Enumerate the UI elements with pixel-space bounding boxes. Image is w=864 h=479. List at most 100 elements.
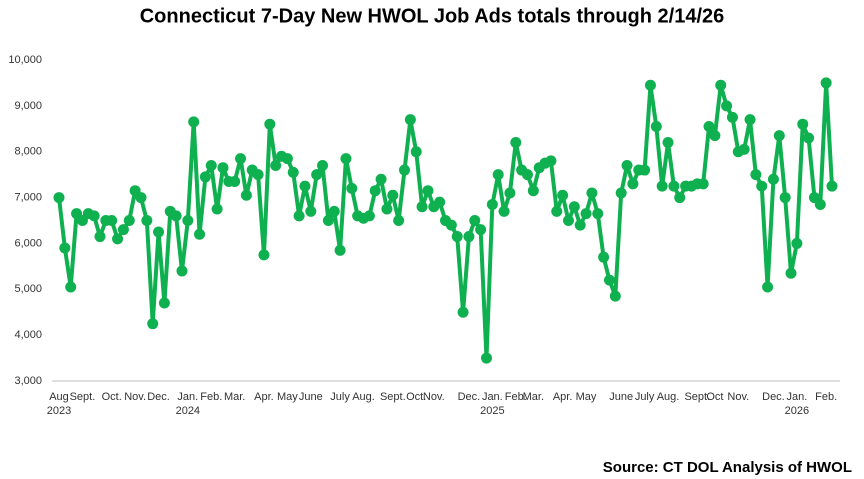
y-tick-label: 7,000 [14,191,42,203]
data-point [147,318,159,330]
data-point [803,132,815,144]
data-point [627,178,639,190]
x-tick-label: Dec. [147,391,170,403]
x-year-label: 2026 [785,405,809,417]
data-point [709,130,721,142]
x-tick-label: Oct [706,391,723,403]
data-point [334,244,346,256]
data-point [328,205,340,217]
data-point [527,185,539,197]
data-point [644,79,656,91]
data-point [404,114,416,126]
data-point [59,242,71,254]
data-point [703,120,715,132]
data-point [767,173,779,185]
data-point [375,173,387,185]
data-point [270,159,282,171]
data-point [557,189,569,201]
x-tick-label: Apr. [553,391,573,403]
y-tick-label: 9,000 [14,100,42,112]
data-point [65,281,77,293]
data-point [791,237,803,249]
data-point [235,153,247,165]
data-point [480,352,492,364]
data-point [182,215,194,226]
data-point [545,155,557,167]
data-point [656,180,668,192]
data-point [445,219,457,231]
x-tick-label: Aug. [352,391,375,403]
data-point [287,166,299,178]
data-point [668,180,680,192]
data-point [434,196,446,208]
data-point [153,226,165,238]
data-point [598,251,610,263]
data-point [88,210,100,222]
x-tick-label: Feb. [200,391,222,403]
data-point [475,224,487,236]
data-point [814,198,826,210]
data-point [498,205,510,217]
data-point [592,208,604,220]
data-point [229,176,241,188]
x-year-label: 2023 [47,405,71,417]
data-point [779,192,791,204]
data-point [264,118,276,130]
data-point [399,164,411,176]
x-tick-label: Sept. [70,391,96,403]
data-point [726,111,738,123]
data-point [621,159,633,171]
data-point [773,130,785,142]
x-tick-label: Oct. [102,391,122,403]
x-year-label: 2025 [480,405,504,417]
data-point [580,208,592,220]
y-tick-label: 10,000 [8,54,42,66]
x-tick-label: Nov. [727,391,749,403]
x-tick-label: Nov. [423,391,445,403]
data-point [568,201,580,213]
data-point [674,192,686,204]
data-point [820,77,832,89]
data-point [615,187,627,199]
x-tick-label: Mar. [523,391,544,403]
x-tick-label: Jan. [482,391,503,403]
data-point [504,187,516,199]
data-point [293,210,305,222]
data-point [363,210,375,222]
data-point [551,205,563,217]
data-point [826,180,838,192]
data-point [738,143,750,155]
x-tick-label: Jan. [786,391,807,403]
data-point [422,185,434,197]
data-point [211,203,223,215]
data-point [252,169,264,181]
data-point [106,215,118,226]
data-point [393,215,405,226]
data-point [574,219,586,231]
data-point [188,116,200,128]
x-tick-label: Feb. [505,391,527,403]
x-tick-label: Nov. [124,391,146,403]
data-point [469,215,481,226]
data-point [410,146,422,158]
y-tick-label: 8,000 [14,146,42,158]
x-tick-label: Jan. [177,391,198,403]
x-tick-label: May [576,391,597,403]
data-point [135,192,147,204]
data-point [170,210,182,222]
data-point [141,215,153,226]
data-point [797,118,809,130]
data-point [603,274,615,286]
data-point [205,159,217,171]
data-point [311,169,323,181]
y-tick-label: 5,000 [14,283,42,295]
data-point [53,192,65,204]
x-tick-label: Dec. [458,391,481,403]
data-point [299,180,311,192]
x-tick-label: Sept. [684,391,710,403]
data-point [199,171,211,183]
x-tick-label: Feb. [815,391,837,403]
data-point [281,153,293,165]
